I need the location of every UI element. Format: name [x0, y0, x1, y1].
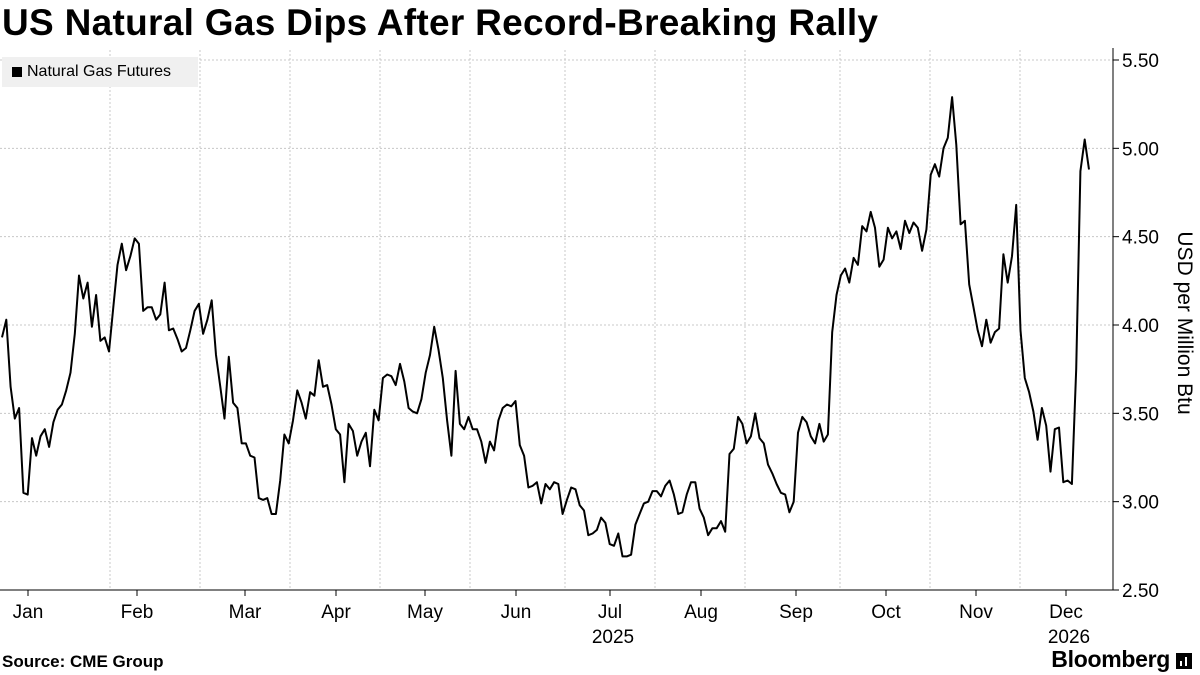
x-tick-label: Feb	[121, 602, 154, 623]
series-layer	[1, 96, 1090, 558]
x-year-label: 2025	[592, 627, 634, 648]
gridlines	[0, 50, 1113, 590]
brand-logo: Bloomberg	[1051, 646, 1192, 673]
x-tick-label: Mar	[229, 602, 262, 623]
x-tick-label: Oct	[871, 602, 901, 623]
x-axis-ticks: Jan Feb Mar Apr May Jun Jul Aug Sep Oct Nov Dec 2025…	[13, 590, 1090, 648]
y-tick-label: 3.50	[1122, 404, 1159, 425]
x-tick-label: Dec	[1049, 602, 1083, 623]
y-tick-label: 3.00	[1122, 493, 1159, 514]
x-tick-label: Sep	[779, 602, 813, 623]
y-tick-label: 4.50	[1122, 228, 1159, 249]
bloomberg-mark-icon	[1176, 652, 1192, 669]
legend-label: Natural Gas Futures	[27, 63, 172, 80]
x-tick-label: Jul	[598, 602, 622, 623]
source-note: Source: CME Group	[2, 652, 164, 671]
x-tick-label: Nov	[959, 602, 993, 623]
axes	[0, 48, 1114, 591]
legend: Natural Gas Futures	[2, 57, 198, 87]
x-tick-label: Jun	[501, 602, 532, 623]
y-tick-label: 4.00	[1122, 316, 1159, 337]
series-line-natural-gas-futures	[1, 96, 1090, 558]
chart-title: US Natural Gas Dips After Record-Breakin…	[2, 2, 879, 43]
x-tick-label: Apr	[321, 602, 351, 623]
legend-swatch	[12, 67, 22, 77]
y-tick-label: 5.00	[1122, 139, 1159, 160]
x-tick-label: May	[407, 602, 443, 623]
x-tick-label: Jan	[13, 602, 44, 623]
y-tick-label: 5.50	[1122, 51, 1159, 72]
x-year-label: 2026	[1048, 627, 1090, 648]
brand-name: Bloomberg	[1051, 646, 1170, 672]
x-tick-label: Aug	[684, 602, 718, 623]
y-axis-ticks: 2.50 3.00 3.50 4.00 4.50 5.00 5.50	[1113, 51, 1159, 602]
y-tick-label: 2.50	[1122, 581, 1159, 602]
y-axis-label: USD per Million Btu	[1173, 231, 1196, 414]
